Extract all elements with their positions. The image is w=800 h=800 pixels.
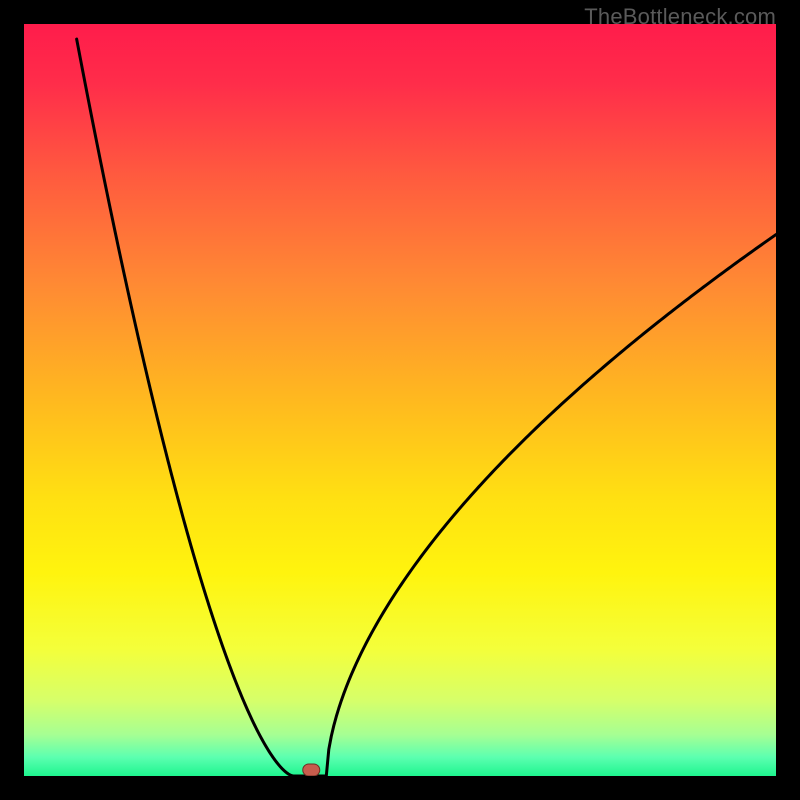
bottleneck-chart [24, 24, 776, 776]
chart-container: TheBottleneck.com [0, 0, 800, 800]
optimal-point-marker [303, 764, 320, 776]
chart-background [24, 24, 776, 776]
watermark-text: TheBottleneck.com [584, 4, 776, 30]
